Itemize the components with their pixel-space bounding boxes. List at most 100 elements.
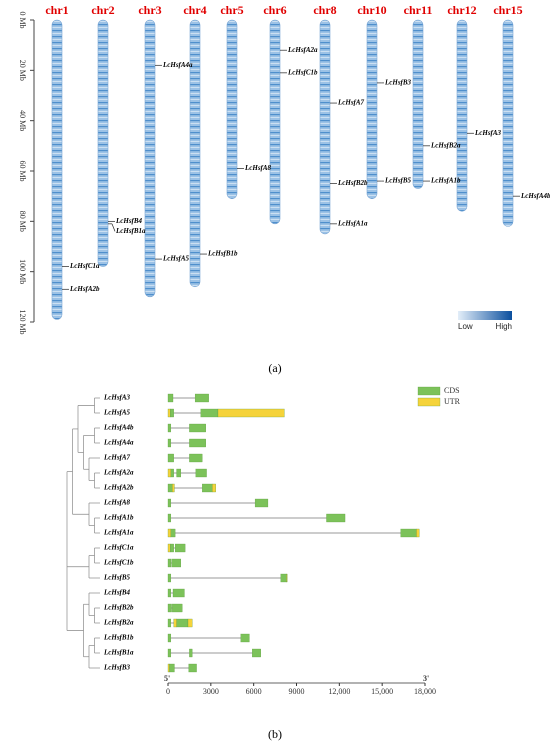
- chromosome: [189, 19, 201, 288]
- chromosome-name: chr4: [183, 3, 206, 17]
- chromosome-name: chr15: [493, 3, 522, 17]
- cds-segment: [167, 573, 172, 583]
- gene-label: LcHsfB1a: [115, 227, 146, 235]
- gene-label: LcHsfA1b: [430, 177, 461, 185]
- gene-label: LcHsfC1a: [103, 544, 134, 552]
- utr-segment: [286, 573, 288, 583]
- y-tick-label: 80 Mb: [18, 211, 27, 232]
- gene-label: LcHsfB1b: [103, 634, 134, 642]
- legend-swatch: [417, 397, 441, 407]
- chromosome: [319, 19, 331, 235]
- cds-segment: [280, 573, 287, 583]
- cds-segment: [172, 603, 183, 613]
- cds-segment: [167, 558, 172, 568]
- chromosome: [456, 19, 468, 212]
- gene-label: LcHsfA1b: [103, 514, 134, 522]
- cds-segment: [189, 648, 193, 658]
- y-tick-label: 120 Mb: [18, 309, 27, 334]
- x-tick-label: 15,000: [371, 687, 393, 696]
- cds-segment: [189, 453, 203, 463]
- chromosome: [97, 19, 109, 267]
- chromosome: [502, 19, 514, 227]
- gene-label: LcHsfC1a: [69, 262, 100, 270]
- y-tick-label: 20 Mb: [18, 60, 27, 81]
- x-tick-label: 0: [166, 687, 170, 696]
- cds-segment: [188, 663, 197, 673]
- cds-segment: [170, 468, 174, 478]
- gene-label: LcHsfA8: [103, 499, 131, 507]
- chromosome: [269, 19, 281, 225]
- gene-label: LcHsfC1b: [103, 559, 134, 567]
- gene-label: LcHsfA2b: [69, 285, 100, 293]
- chromosome-name: chr6: [263, 3, 286, 17]
- cds-segment: [167, 453, 174, 463]
- gene-label: LcHsfB4: [103, 589, 131, 597]
- utr-segment: [167, 468, 172, 478]
- utr-segment: [217, 408, 285, 418]
- gene-label: LcHsfA4b: [520, 192, 550, 200]
- gene-label: LcHsfA7: [337, 99, 365, 107]
- legend-label: CDS: [444, 386, 460, 395]
- gene-label: LcHsfB2b: [103, 604, 134, 612]
- utr-segment: [167, 408, 171, 418]
- cds-segment: [167, 438, 172, 448]
- cds-segment: [240, 633, 250, 643]
- x-tick-label: 12,000: [328, 687, 350, 696]
- chromosome-name: chr10: [357, 3, 386, 17]
- cds-segment: [170, 528, 176, 538]
- cds-segment: [176, 468, 181, 478]
- legend-gradient: [458, 311, 512, 320]
- legend-label: High: [496, 322, 512, 331]
- cds-segment: [169, 543, 174, 553]
- gene-label: LcHsfA2b: [103, 484, 134, 492]
- cds-segment: [167, 588, 172, 598]
- legend-label: Low: [458, 322, 473, 331]
- utr-segment: [173, 618, 177, 628]
- cds-segment: [200, 408, 219, 418]
- y-tick-label: 0 Mb: [18, 11, 27, 28]
- five-prime: 5': [164, 674, 170, 683]
- gene-label: LcHsfA1a: [103, 529, 134, 537]
- cds-segment: [252, 648, 261, 658]
- utr-segment: [212, 483, 216, 493]
- gene-label: LcHsfB4: [115, 217, 143, 225]
- gene-label: LcHsfA5: [103, 409, 131, 417]
- cds-segment: [171, 558, 181, 568]
- utr-segment: [187, 618, 193, 628]
- cds-segment: [167, 393, 174, 403]
- cds-segment: [169, 408, 174, 418]
- cds-segment: [167, 603, 172, 613]
- cds-segment: [189, 423, 206, 433]
- x-tick-label: 6000: [246, 687, 262, 696]
- chromosome-name: chr11: [404, 3, 433, 17]
- legend-swatch: [417, 386, 441, 396]
- gene-label: LcHsfB5: [103, 574, 131, 582]
- gene-label: LcHsfB1b: [207, 250, 238, 258]
- gene-label: LcHsfB2b: [337, 179, 368, 187]
- chromosome: [366, 19, 378, 199]
- gene-label: LcHsfA2a: [103, 469, 134, 477]
- gene-label: LcHsfB5: [384, 177, 412, 185]
- gene-label: LcHsfA2a: [287, 46, 318, 54]
- y-tick-label: 60 Mb: [18, 160, 27, 181]
- x-tick-label: 3000: [203, 687, 219, 696]
- gene-label: LcHsfA1a: [337, 219, 368, 227]
- three-prime: 3': [423, 674, 429, 683]
- gene-label: LcHsfA3: [474, 129, 502, 137]
- cds-segment: [195, 468, 207, 478]
- chromosome-name: chr8: [313, 3, 336, 17]
- y-tick-label: 40 Mb: [18, 110, 27, 131]
- chromosome-name: chr3: [138, 3, 161, 17]
- cds-segment: [167, 483, 173, 493]
- utr-segment: [167, 543, 171, 553]
- cds-segment: [326, 513, 346, 523]
- cds-segment: [254, 498, 269, 508]
- utr-segment: [172, 483, 175, 493]
- chromosome: [412, 19, 424, 189]
- chromosome: [51, 19, 63, 320]
- legend-label: UTR: [444, 397, 461, 406]
- gene-label: LcHsfB3: [103, 664, 131, 672]
- x-tick-label: 18,000: [414, 687, 436, 696]
- gene-label: LcHsfA8: [244, 164, 272, 172]
- gene-label: LcHsfC1b: [287, 68, 318, 76]
